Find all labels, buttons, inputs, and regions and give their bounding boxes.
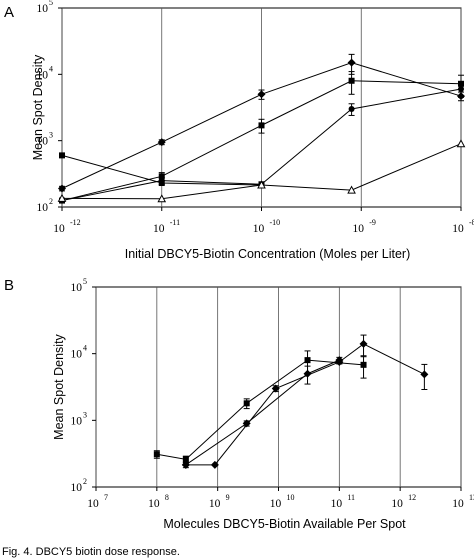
data-point-square [158, 173, 165, 180]
x-tick-exponent: -8 [469, 218, 474, 227]
x-tick-label: 10 [148, 498, 160, 510]
series-line [185, 359, 340, 466]
x-tick-label: 10 [353, 223, 365, 235]
data-point-diamond [303, 369, 312, 378]
y-tick-exponent: 2 [49, 197, 53, 206]
x-tick-label: 10 [253, 223, 265, 235]
data-point-square [348, 77, 355, 84]
x-tick-exponent: 9 [226, 493, 230, 502]
chart-panel-b: 1071081091010101110121013102103104105Mol… [52, 277, 474, 531]
x-tick-label: 10 [87, 498, 99, 510]
x-tick-exponent: 10 [287, 493, 295, 502]
y-tick-label: 10 [37, 3, 49, 15]
x-tick-exponent: -12 [70, 218, 81, 227]
data-point-circle [458, 86, 464, 93]
x-tick-exponent: 8 [165, 493, 169, 502]
figure-caption: Fig. 4. DBCY5 biotin dose response. [2, 546, 180, 558]
x-tick-exponent: -10 [270, 218, 281, 227]
data-point-diamond [242, 419, 251, 428]
y-tick-label: 10 [37, 69, 49, 81]
data-point-triangle [157, 194, 167, 203]
data-point-diamond [359, 339, 368, 348]
y-tick-exponent: 5 [83, 277, 87, 286]
x-tick-label: 10 [270, 498, 282, 510]
x-tick-exponent: 7 [104, 493, 108, 502]
y-tick-exponent: 4 [83, 344, 87, 353]
series-line [156, 359, 364, 460]
x-tick-exponent: 11 [347, 493, 355, 502]
data-point-triangle [347, 185, 356, 194]
data-point-triangle [456, 139, 466, 148]
y-tick-label: 10 [71, 415, 83, 427]
y-tick-label: 10 [37, 136, 49, 148]
data-point-square [360, 361, 367, 368]
x-tick-label: 10 [331, 498, 343, 510]
x-axis-title: Molecules DBCY5-Biotin Available Per Spo… [163, 517, 406, 531]
y-tick-exponent: 4 [49, 64, 53, 73]
y-axis-title: Mean Spot Density [31, 54, 45, 160]
data-point-triangle [57, 193, 67, 202]
data-point-square [153, 451, 160, 458]
data-point-diamond [420, 370, 429, 379]
data-point-square [243, 400, 250, 407]
data-point-diamond [347, 58, 356, 67]
y-tick-exponent: 3 [83, 410, 87, 419]
y-axis-title: Mean Spot Density [52, 333, 66, 439]
data-point-diamond [335, 356, 344, 365]
data-point-square [182, 456, 189, 463]
y-tick-exponent: 5 [49, 0, 53, 7]
panel-label-a: A [4, 4, 15, 21]
data-point-circle [348, 106, 355, 113]
data-point-diamond [58, 184, 66, 193]
y-tick-exponent: 3 [49, 131, 53, 140]
data-point-diamond [157, 138, 166, 147]
x-tick-label: 10 [153, 223, 165, 235]
data-point-square [304, 357, 311, 364]
x-tick-exponent: 12 [408, 493, 416, 502]
data-point-square [258, 122, 265, 129]
data-point-square [59, 152, 65, 159]
data-point-triangle [257, 180, 266, 189]
x-tick-exponent: -11 [170, 218, 180, 227]
x-tick-label: 10 [209, 498, 221, 510]
data-point-diamond [181, 460, 190, 469]
panel-label-b: B [4, 277, 15, 294]
y-tick-exponent: 2 [83, 477, 87, 486]
x-tick-label: 10 [391, 498, 403, 510]
data-point-diamond [271, 384, 280, 393]
y-tick-label: 10 [71, 349, 83, 361]
y-tick-label: 10 [37, 202, 49, 214]
data-point-diamond [210, 460, 219, 469]
x-tick-label: 10 [452, 223, 464, 235]
chart-panel-a: 10-1210-1110-1010-910-8102103104105Initi… [31, 0, 474, 261]
x-tick-exponent: 13 [469, 493, 474, 502]
y-tick-label: 10 [71, 282, 83, 294]
x-tick-label: 10 [452, 498, 464, 510]
x-tick-exponent: -9 [369, 218, 376, 227]
y-tick-label: 10 [71, 482, 83, 494]
x-tick-label: 10 [53, 223, 65, 235]
x-axis-title: Initial DBCY5-Biotin Concentration (Mole… [125, 247, 411, 261]
data-point-diamond [257, 90, 266, 99]
data-point-square [158, 180, 165, 187]
